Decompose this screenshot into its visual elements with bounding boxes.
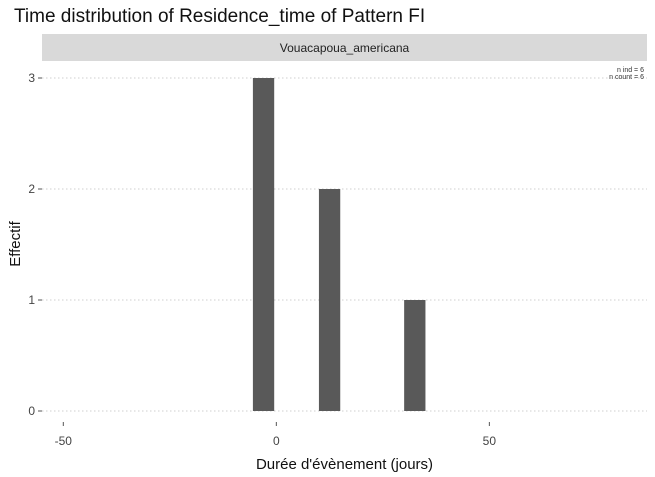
y-tick-label: 3 (28, 71, 35, 85)
y-tick-label: 2 (28, 182, 35, 196)
x-tick-label: 50 (483, 434, 497, 448)
annotation-n-ind: n ind = 6 (617, 67, 644, 74)
facet-strip (42, 34, 647, 61)
facet-strip-label: Vouacapoua_americana (280, 41, 410, 55)
chart-title: Time distribution of Residence_time of P… (14, 6, 425, 27)
histogram-bar (404, 300, 426, 411)
histogram-bar (252, 78, 275, 411)
gridlines (42, 77, 647, 412)
y-axis-ticks: 0 1 2 3 (28, 71, 42, 418)
x-tick-label: 0 (273, 434, 280, 448)
x-axis-title: Durée d'évènement (jours) (256, 456, 433, 473)
y-tick-label: 0 (28, 404, 35, 418)
bars (252, 78, 426, 411)
y-axis-title: Effectif (7, 220, 24, 266)
y-tick-label: 1 (28, 293, 35, 307)
histogram-bar (318, 189, 341, 411)
annotation-n-count: n count = 6 (609, 74, 644, 81)
x-tick-label: -50 (55, 434, 73, 448)
x-axis-ticks: -50 0 50 (55, 422, 497, 448)
